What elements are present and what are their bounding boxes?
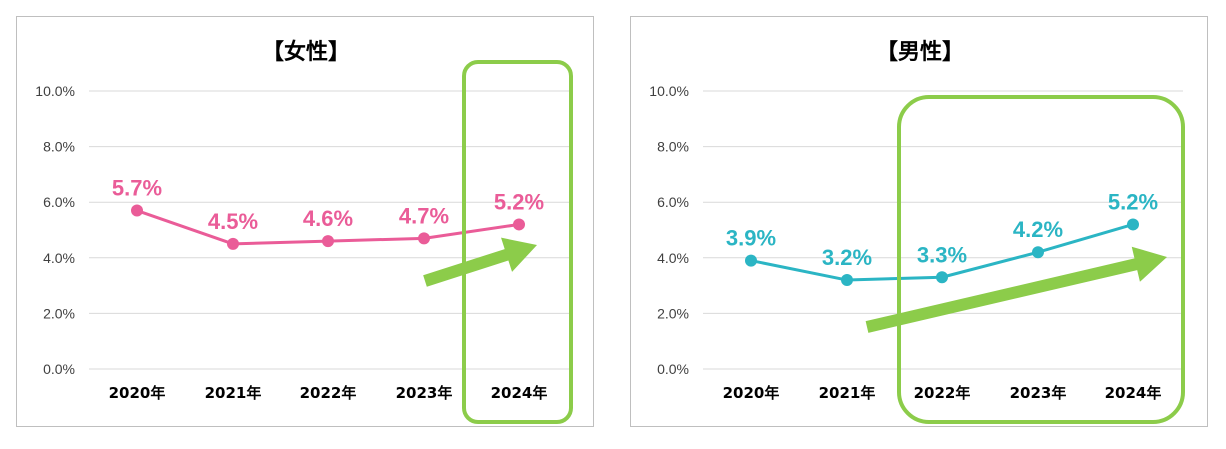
data-label: 4.5% <box>208 209 258 234</box>
y-tick-label: 2.0% <box>657 305 689 321</box>
data-point <box>322 235 334 248</box>
x-tick-label: 2024年 <box>1105 384 1162 402</box>
data-label: 4.6% <box>303 206 353 231</box>
y-tick-label: 0.0% <box>657 361 689 377</box>
data-label: 4.2% <box>1013 217 1063 242</box>
data-label: 5.2% <box>494 189 544 214</box>
y-tick-label: 10.0% <box>649 83 689 99</box>
x-tick-label: 2020年 <box>109 384 166 402</box>
data-label: 3.9% <box>726 226 776 251</box>
x-tick-label: 2024年 <box>491 384 548 402</box>
y-tick-label: 8.0% <box>657 139 689 155</box>
data-point <box>131 204 143 217</box>
y-tick-label: 8.0% <box>43 139 75 155</box>
data-point <box>513 218 525 231</box>
data-point <box>745 254 757 267</box>
data-label: 3.2% <box>822 245 872 270</box>
x-tick-label: 2021年 <box>205 384 262 402</box>
x-tick-label: 2022年 <box>300 384 357 402</box>
chart-title: 【女性】 <box>262 39 350 65</box>
x-tick-label: 2020年 <box>723 384 780 402</box>
y-tick-label: 2.0% <box>43 305 75 321</box>
x-tick-label: 2022年 <box>914 384 971 402</box>
data-label: 5.7% <box>112 176 162 201</box>
highlight-box <box>462 60 573 424</box>
data-point <box>841 274 853 287</box>
trend-arrow-icon <box>865 246 1167 333</box>
chart-title: 【男性】 <box>876 40 964 65</box>
data-label: 3.3% <box>917 242 967 267</box>
x-tick-label: 2023年 <box>1010 384 1067 402</box>
data-point <box>227 237 239 250</box>
chart-panel-male: 【男性】 0.0% 2.0% 4.0% 6.0% 8.0% 10.0% 2020年 2021年 2… <box>630 16 1208 427</box>
y-tick-label: 10.0% <box>35 83 75 99</box>
y-tick-label: 6.0% <box>43 194 75 210</box>
highlight-box <box>897 95 1185 424</box>
y-tick-label: 4.0% <box>43 250 75 266</box>
x-tick-label: 2023年 <box>396 384 453 402</box>
data-point <box>1127 218 1139 231</box>
line-chart-female: 【女性】 0.0% 2.0% 4.0% 6.0% 8.0% 10.0% 2020年 2021年 2… <box>35 39 573 424</box>
chart-panel-female: 【女性】 0.0% 2.0% 4.0% 6.0% 8.0% 10.0% 2020年 2021年 2… <box>16 16 594 427</box>
trend-arrow-icon <box>423 237 537 287</box>
y-tick-label: 6.0% <box>657 194 689 210</box>
data-label: 5.2% <box>1108 189 1158 214</box>
data-label: 4.7% <box>399 203 449 228</box>
data-point <box>1032 246 1044 259</box>
data-point <box>936 271 948 284</box>
y-tick-label: 0.0% <box>43 361 75 377</box>
x-tick-label: 2021年 <box>819 384 876 402</box>
data-point <box>418 232 430 245</box>
y-tick-label: 4.0% <box>657 250 689 266</box>
line-chart-male: 【男性】 0.0% 2.0% 4.0% 6.0% 8.0% 10.0% 2020年 2021年 2… <box>649 40 1185 424</box>
